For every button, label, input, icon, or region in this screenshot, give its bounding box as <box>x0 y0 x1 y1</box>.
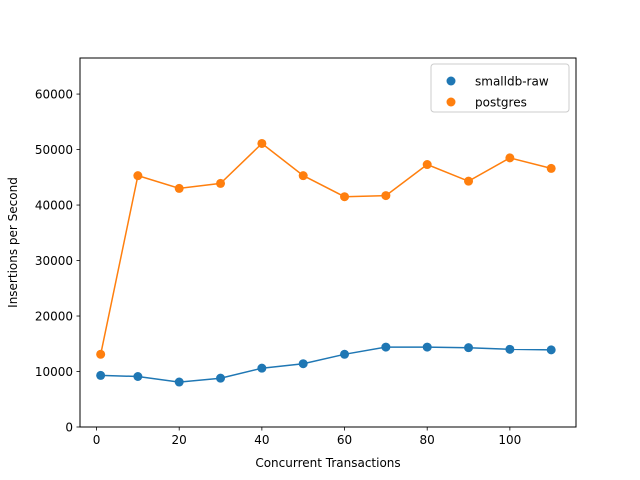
legend-label: postgres <box>475 96 527 110</box>
x-tick-label: 0 <box>93 433 101 447</box>
data-point <box>381 191 391 201</box>
data-point <box>174 377 184 387</box>
data-point <box>298 171 308 181</box>
series-line <box>99 142 552 355</box>
data-point <box>546 163 556 173</box>
x-tick-label: 20 <box>172 433 187 447</box>
legend-marker <box>446 76 456 86</box>
y-tick-label: 20000 <box>35 310 73 324</box>
plot-frame <box>79 57 577 428</box>
data-point <box>464 176 474 186</box>
x-tick-label: 60 <box>337 433 352 447</box>
data-point <box>546 345 556 355</box>
data-point <box>464 343 474 353</box>
data-point <box>257 363 267 373</box>
series-smalldb-raw <box>96 342 556 387</box>
y-tick-label: 0 <box>65 421 73 435</box>
x-tick-label: 80 <box>420 433 435 447</box>
data-point <box>216 373 226 383</box>
legend: smalldb-raw postgres <box>430 63 570 113</box>
data-point <box>257 138 267 148</box>
legend-box <box>430 63 570 113</box>
data-point <box>133 372 143 382</box>
x-axis-label: Concurrent Transactions <box>255 456 400 470</box>
y-tick-label: 10000 <box>35 365 73 379</box>
data-point <box>422 342 432 352</box>
series-line <box>100 346 552 383</box>
y-tick-label: 50000 <box>35 143 73 157</box>
data-point <box>505 344 515 354</box>
data-point <box>96 349 106 359</box>
y-tick-label: 30000 <box>35 254 73 268</box>
y-axis-label: Insertions per Second <box>6 177 20 308</box>
y-tick-label: 40000 <box>35 199 73 213</box>
data-point <box>96 370 106 380</box>
legend-marker <box>446 97 456 107</box>
data-point <box>340 349 350 359</box>
y-axis-ticks: 0 10000 20000 30000 40000 50000 60000 <box>35 88 80 435</box>
legend-label: smalldb-raw <box>475 75 549 89</box>
data-point <box>340 192 350 202</box>
data-point <box>174 183 184 193</box>
data-point <box>298 359 308 369</box>
data-point <box>133 171 143 181</box>
data-point <box>381 342 391 352</box>
x-axis-ticks: 0 20 40 60 80 100 <box>93 427 521 447</box>
x-tick-label: 100 <box>498 433 521 447</box>
data-point <box>505 153 515 163</box>
x-tick-label: 40 <box>254 433 269 447</box>
data-point <box>216 178 226 188</box>
y-tick-label: 60000 <box>35 88 73 102</box>
data-point <box>422 160 432 170</box>
series-layer <box>96 138 556 387</box>
series-postgres <box>96 138 556 359</box>
